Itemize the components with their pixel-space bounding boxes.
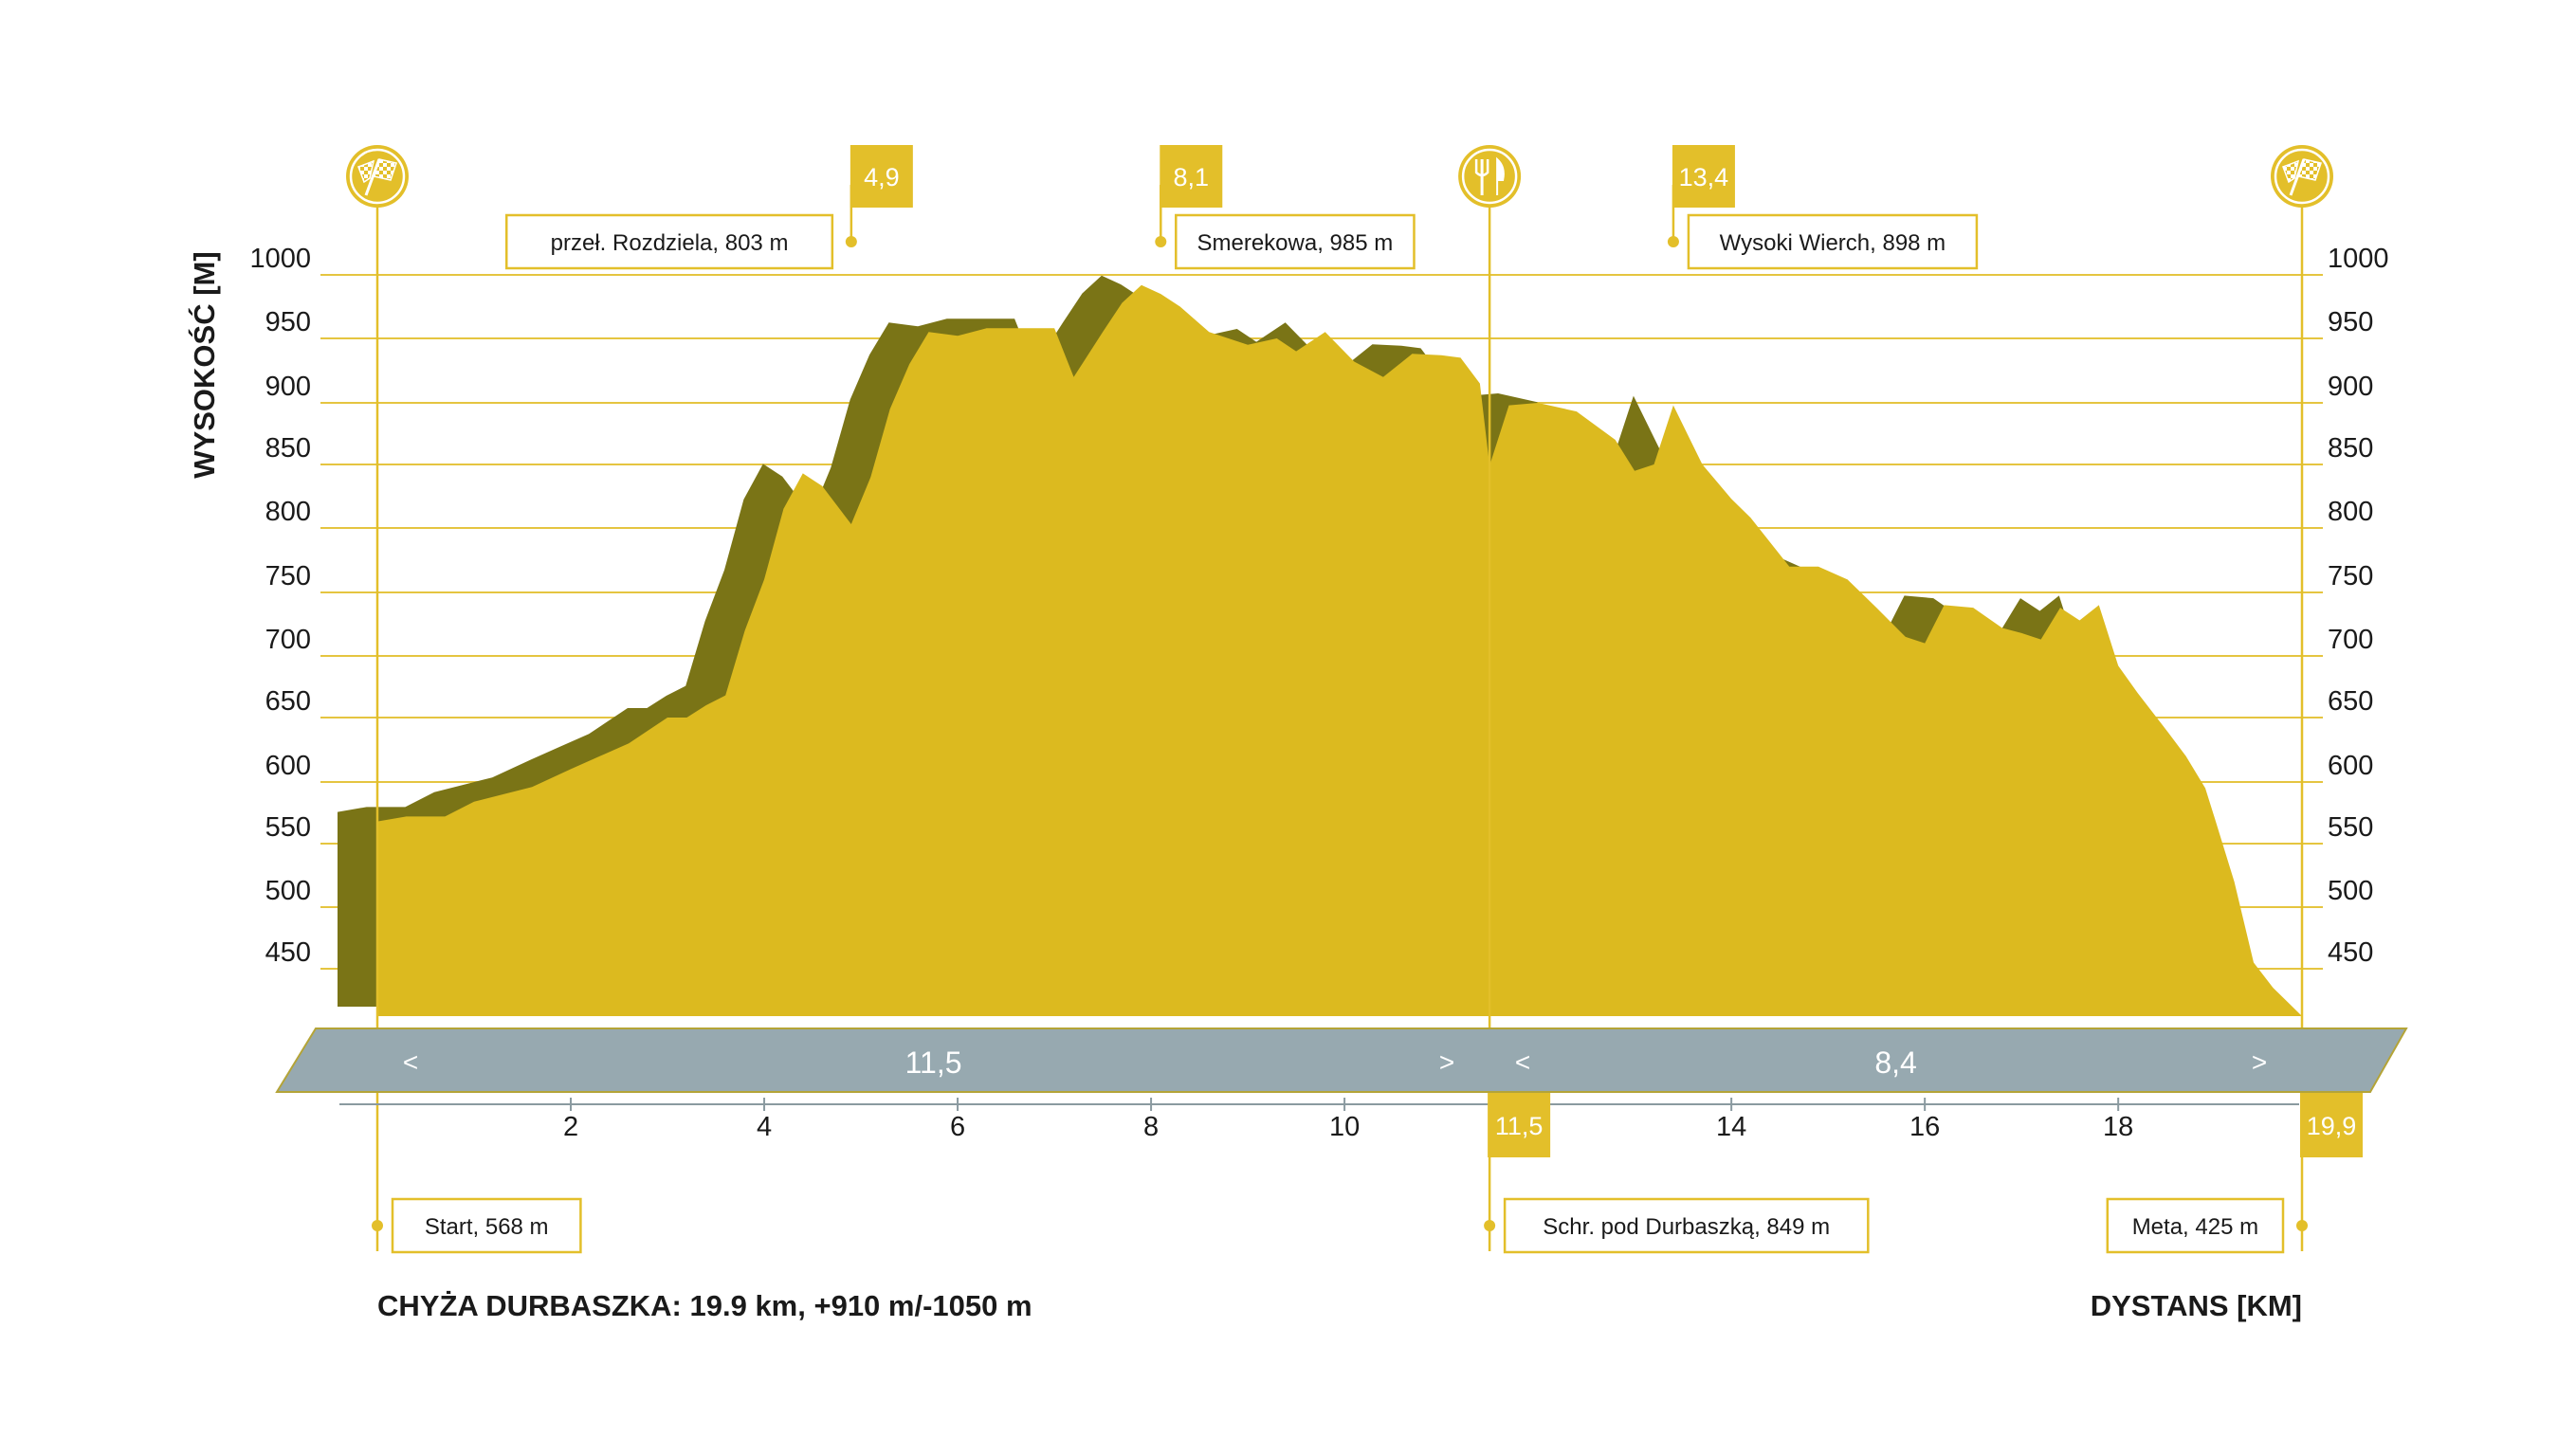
y-tick-label-right: 700	[2328, 625, 2373, 655]
x-tick-label: 14	[1716, 1112, 1746, 1142]
waypoint-dot	[1484, 1220, 1496, 1231]
waypoint-dot	[845, 236, 857, 247]
segment-right-arrow: >	[1439, 1047, 1454, 1077]
waypoint-dot	[1155, 236, 1167, 247]
segment-band: <11,5 > <8,4 >	[275, 1028, 2408, 1093]
y-tick-label-right: 800	[2328, 497, 2373, 527]
y-tick-label-left: 650	[265, 686, 311, 717]
y-tick-label-left: 600	[265, 751, 311, 781]
segment-distance: 11,5	[905, 1046, 962, 1080]
y-tick-label-left: 950	[265, 307, 311, 337]
segment-distance: 8,4	[1874, 1046, 1916, 1080]
y-tick-label-right: 950	[2328, 307, 2373, 337]
chart-title: CHYŻA DURBASZKA: 19.9 km, +910 m/-1050 m	[377, 1289, 1032, 1322]
waypoint-label-box	[1687, 213, 1979, 270]
waypoint-label-box	[1175, 213, 1416, 270]
km-marker-text-bottom: 11,5	[1495, 1112, 1544, 1140]
waypoint-label-box	[1503, 1197, 1870, 1254]
y-tick-label-right: 750	[2328, 561, 2373, 591]
waypoint-label-box	[504, 213, 834, 270]
waypoint-label-box	[391, 1197, 582, 1254]
x-tick-label: 4	[757, 1112, 772, 1142]
checkered-flag-icon	[2271, 145, 2333, 208]
km-marker-text: 8,1	[1174, 163, 1210, 191]
waypoint-label-box	[2106, 1197, 2285, 1254]
x-tick-label: 6	[950, 1112, 965, 1142]
x-tick-label: 10	[1329, 1112, 1360, 1142]
y-tick-label-right: 600	[2328, 751, 2373, 781]
x-axis-title: DYSTANS [KM]	[2091, 1289, 2302, 1322]
waypoint-dot	[1667, 236, 1679, 247]
y-tick-label-left: 500	[265, 876, 311, 906]
segment-right-arrow: >	[2252, 1047, 2267, 1077]
x-tick-label: 16	[1909, 1112, 1940, 1142]
y-tick-label-left: 750	[265, 561, 311, 591]
km-marker-box	[850, 145, 913, 208]
km-marker-box	[1160, 145, 1223, 208]
x-tick-label: 2	[563, 1112, 578, 1142]
y-tick-label-left: 800	[265, 497, 311, 527]
y-tick-label-right: 1000	[2328, 244, 2389, 274]
waypoint-label: Schr. pod Durbaszką, 849 m	[1543, 1214, 1830, 1240]
x-tick-label: 8	[1143, 1112, 1159, 1142]
y-tick-label-left: 700	[265, 625, 311, 655]
y-tick-label-right: 900	[2328, 372, 2373, 402]
km-marker-text-bottom: 19,9	[2307, 1112, 2357, 1140]
segment-left-arrow: <	[403, 1047, 418, 1077]
fork-knife-icon	[1458, 145, 1522, 208]
checkered-flag-icon	[346, 145, 409, 208]
y-tick-label-right: 550	[2328, 812, 2373, 843]
waypoint-label: Wysoki Wierch, 898 m	[1720, 230, 1946, 256]
km-marker-text: 13,4	[1679, 163, 1729, 191]
elevation-area	[338, 275, 2303, 1017]
labels: 4,9 8,1 13,4 Start, 568 m przeł. Rozdziela, …	[346, 145, 2363, 1254]
km-marker-box-bottom	[2300, 1093, 2363, 1157]
y-axis-title: WYSOKOŚĆ [M]	[187, 251, 221, 478]
segment-left-arrow: <	[1515, 1047, 1530, 1077]
waypoint-dot	[2296, 1220, 2308, 1231]
y-tick-label-left: 550	[265, 812, 311, 843]
waypoint-label: Start, 568 m	[425, 1214, 549, 1240]
km-marker-text: 4,9	[864, 163, 900, 191]
km-marker-box	[1672, 145, 1735, 208]
waypoint-label: Meta, 425 m	[2132, 1214, 2258, 1240]
y-tick-label-left: 850	[265, 433, 311, 464]
x-axis: 2 4 6 8 10 14 16 18	[339, 1098, 2299, 1142]
y-tick-label-left: 450	[265, 937, 311, 968]
y-tick-label-right: 450	[2328, 937, 2373, 968]
km-marker-box-bottom	[1488, 1093, 1551, 1157]
y-tick-label-right: 500	[2328, 876, 2373, 906]
y-tick-label-right: 650	[2328, 686, 2373, 717]
waypoint-dot	[372, 1220, 383, 1231]
x-tick-label: 18	[2103, 1112, 2133, 1142]
waypoint-label: Smerekowa, 985 m	[1197, 230, 1393, 256]
y-tick-label-right: 850	[2328, 433, 2373, 464]
y-tick-label-left: 900	[265, 372, 311, 402]
y-tick-label-left: 1000	[249, 244, 311, 274]
waypoint-label: przeł. Rozdziela, 803 m	[551, 230, 789, 256]
elevation-fill	[377, 284, 2302, 1016]
segment-band-shape	[275, 1028, 2408, 1093]
